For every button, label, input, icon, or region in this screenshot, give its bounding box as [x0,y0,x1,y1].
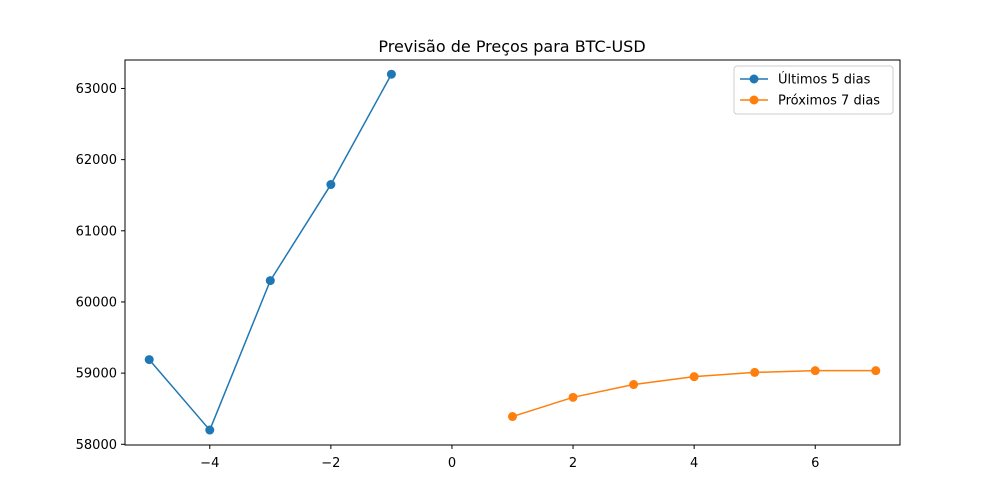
x-tick-label: 2 [569,456,577,471]
legend-box [733,65,894,115]
y-tick-label: 58000 [76,438,117,453]
legend-label: Próximos 7 dias [778,94,880,109]
data-point [144,355,154,365]
data-point [689,372,699,382]
data-point [810,366,820,376]
x-axis: −4 −2 0 2 4 6 [200,445,819,471]
data-point [568,392,578,402]
chart-title: Previsão de Preços para BTC-USD [378,37,645,56]
y-tick-label: 61000 [76,224,117,239]
y-tick-label: 62000 [76,153,117,168]
data-point [326,180,336,190]
data-point [750,367,760,377]
data-point [265,276,275,286]
data-point [205,425,215,435]
data-point [629,380,639,390]
legend-marker [749,74,759,84]
y-axis: 58000 59000 60000 61000 62000 63000 [76,82,125,453]
data-point [386,69,396,79]
y-tick-label: 60000 [76,295,117,310]
data-point [508,412,517,422]
data-point [871,366,881,376]
y-tick-label: 63000 [76,82,117,97]
y-tick-label: 59000 [76,367,117,382]
series-line-1 [148,73,393,431]
x-tick-label: 0 [448,456,456,471]
legend-marker [749,95,759,105]
legend-label: Últimos 5 dias [778,72,871,88]
x-tick-label: −4 [200,456,219,471]
x-tick-label: 6 [811,456,819,471]
axes-frame [124,59,901,446]
x-tick-label: −2 [321,456,340,471]
legend: Últimos 5 dias Próximos 7 dias [733,65,894,115]
plot-area [144,69,881,435]
x-tick-label: 4 [690,456,698,471]
